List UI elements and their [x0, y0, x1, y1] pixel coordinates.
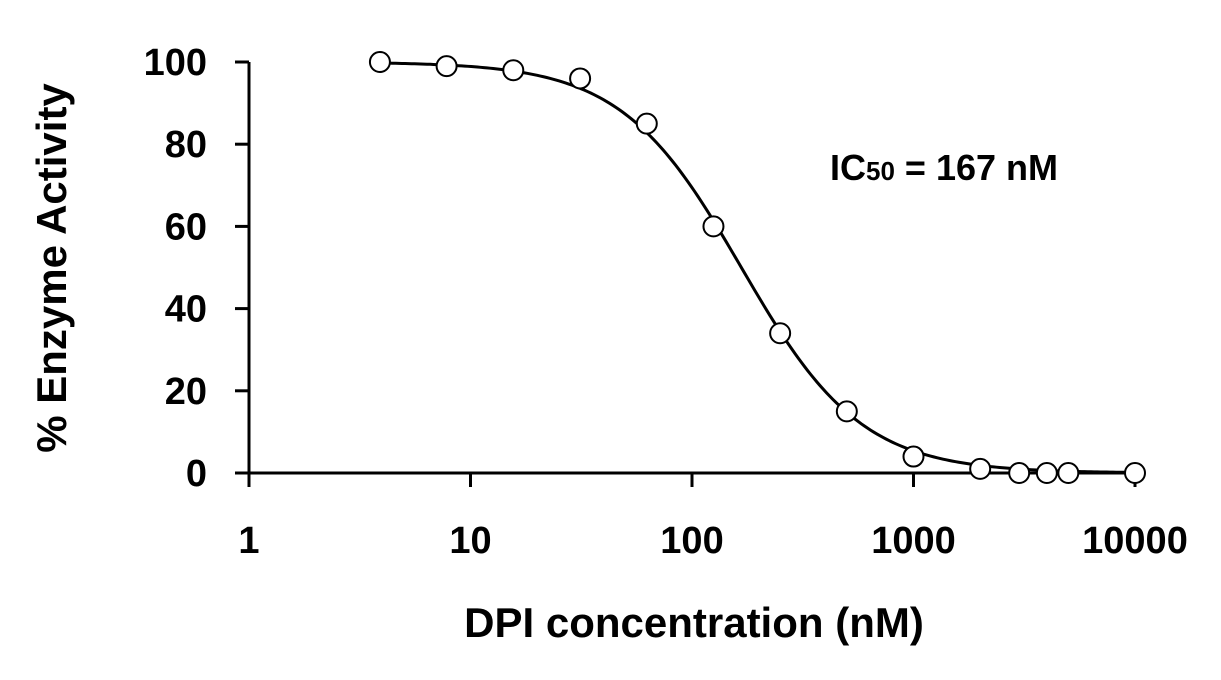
ic50-annotation-subscript: 50	[866, 156, 895, 186]
data-point	[769, 322, 792, 345]
data-point	[1008, 462, 1031, 484]
fitted-curve	[379, 61, 1136, 474]
y-tick-label: 60	[165, 206, 207, 248]
data-point	[1057, 462, 1080, 484]
y-tick-label: 80	[165, 124, 207, 166]
x-ticks: 1 10 100 1000 10000	[238, 473, 1188, 562]
data-point	[1124, 462, 1146, 484]
data-point	[1035, 462, 1058, 484]
ic50-annotation-value: = 167 nM	[895, 147, 1058, 188]
x-axis-title: DPI concentration (nM)	[464, 599, 924, 646]
data-point	[635, 112, 658, 135]
data-point	[902, 445, 925, 468]
x-tick-label: 10	[449, 520, 491, 562]
y-tick-label: 100	[144, 42, 207, 84]
x-tick-label: 10000	[1082, 520, 1188, 562]
data-point	[435, 55, 458, 78]
data-point	[368, 51, 391, 73]
ic50-annotation-main: IC	[830, 147, 866, 188]
data-point	[502, 59, 525, 82]
ic50-annotation: IC50 = 167 nM	[830, 147, 1058, 188]
y-tick-label: 20	[165, 371, 207, 413]
y-tick-label: 40	[165, 289, 207, 331]
data-point	[702, 215, 725, 238]
data-points	[368, 51, 1146, 484]
y-tick-label: 0	[186, 453, 207, 495]
data-point	[969, 457, 992, 480]
axes	[247, 62, 1135, 475]
x-tick-label: 100	[660, 520, 723, 562]
x-tick-label: 1	[238, 520, 259, 562]
y-ticks: 0 20 40 60 80 100	[144, 42, 249, 495]
data-point	[569, 67, 592, 90]
data-point	[835, 400, 858, 423]
y-axis-title: % Enzyme Activity	[28, 83, 75, 453]
x-tick-label: 1000	[871, 520, 956, 562]
fitted-curve-layer	[379, 61, 1136, 474]
